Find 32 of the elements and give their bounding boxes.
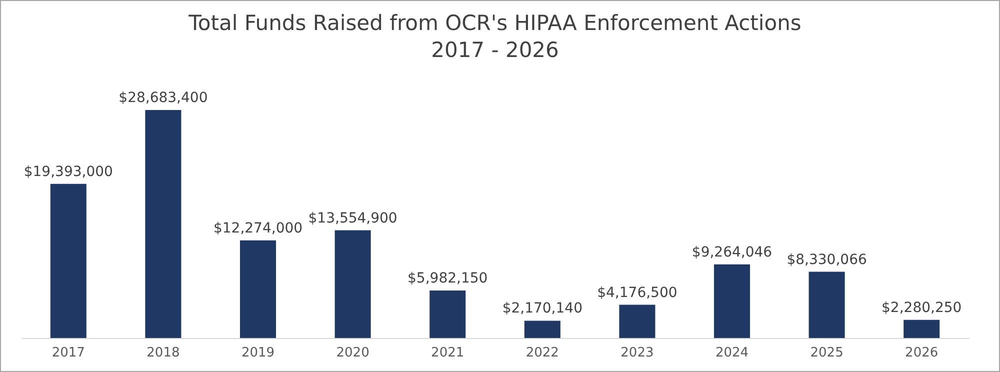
data-label: $4,176,500	[597, 284, 678, 301]
x-tick-label: 2023	[620, 346, 654, 360]
x-tick-label: 2019	[241, 346, 275, 360]
data-label: $28,683,400	[118, 90, 208, 106]
bar	[240, 240, 276, 338]
bar	[50, 184, 86, 338]
data-label: $9,264,046	[692, 244, 772, 260]
bar	[334, 230, 371, 338]
x-tick-label: 2020	[336, 346, 370, 360]
bar	[145, 110, 182, 338]
bar	[904, 320, 940, 338]
bar	[714, 264, 750, 338]
bar	[524, 320, 560, 338]
data-label: $5,982,150	[408, 270, 488, 286]
chart-subtitle: 2017 - 2026	[431, 38, 559, 62]
data-label: $12,274,000	[213, 220, 303, 236]
x-tick-label: 2018	[146, 346, 180, 360]
bar	[619, 304, 656, 338]
data-label: $13,554,900	[308, 210, 398, 226]
data-label: $19,393,000	[24, 164, 113, 180]
x-tick-label: 2025	[810, 346, 844, 360]
bar	[808, 272, 845, 338]
x-tick-label: 2021	[431, 346, 464, 360]
data-label: $2,170,140	[502, 300, 582, 317]
bar	[430, 290, 466, 338]
data-label: $8,330,066	[786, 252, 867, 268]
chart-title: Total Funds Raised from OCR's HIPAA Enforcement Actions	[188, 11, 802, 35]
x-tick-label: 2017	[52, 346, 85, 360]
data-label: $2,280,250	[882, 300, 962, 316]
x-tick-label: 2026	[905, 346, 938, 360]
x-tick-label: 2022	[526, 346, 559, 360]
x-tick-label: 2024	[715, 346, 749, 360]
